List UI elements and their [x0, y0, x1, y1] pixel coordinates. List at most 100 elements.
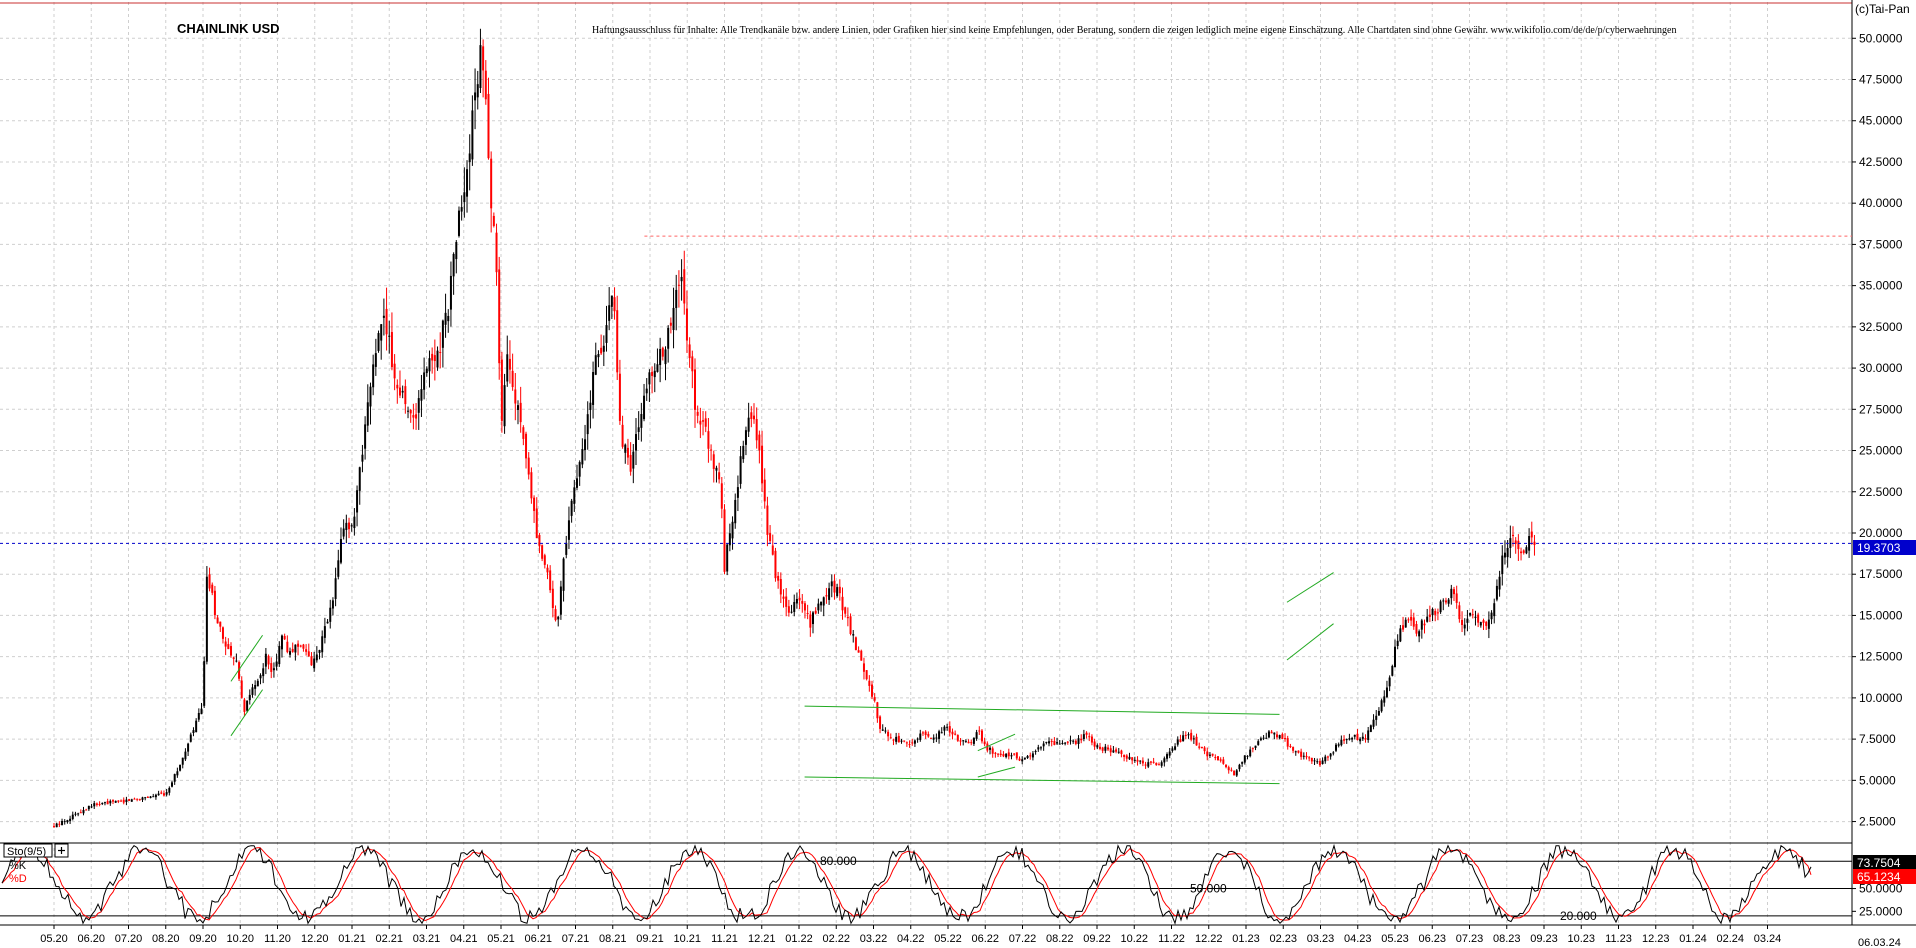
candle [704, 411, 707, 433]
candle [1356, 729, 1359, 741]
candle [380, 324, 383, 360]
x-tick-label: 10.23 [1567, 933, 1595, 945]
candle [1176, 736, 1179, 747]
candle [87, 805, 90, 811]
candle [782, 589, 785, 608]
candle [685, 290, 688, 353]
candle [1115, 747, 1118, 754]
candle [1396, 634, 1399, 650]
candle [584, 424, 587, 461]
y-tick-label: 45.0000 [1859, 114, 1903, 128]
candle [522, 425, 525, 446]
candle [1128, 752, 1131, 760]
y-tick-label: 22.5000 [1859, 485, 1903, 499]
x-tick-label: 02.22 [822, 933, 850, 945]
candle [753, 403, 756, 424]
candle [573, 479, 576, 512]
candle [889, 733, 892, 739]
candle [1080, 734, 1083, 744]
candle [924, 730, 927, 739]
candle [1297, 750, 1300, 754]
candle [1021, 756, 1024, 765]
stochastic-axis-ticks: 25.0000 50.0000 [1852, 882, 1903, 918]
candle [710, 444, 713, 461]
copyright-text: (c)Tai-Pan [1855, 2, 1910, 16]
candle [280, 634, 283, 658]
candle [482, 39, 485, 98]
candle [1394, 639, 1396, 668]
candle [256, 678, 259, 687]
candle [1434, 608, 1437, 622]
candle [1219, 757, 1222, 763]
candle [423, 357, 426, 400]
candle [613, 287, 616, 320]
y-tick-label: 42.5000 [1859, 155, 1903, 169]
candle [1214, 754, 1217, 761]
candle [1439, 599, 1442, 614]
candle [1249, 746, 1252, 758]
candle [1286, 735, 1289, 750]
candle [592, 361, 595, 419]
x-tick-label: 05.20 [40, 933, 68, 945]
candle [962, 740, 965, 746]
candle [181, 757, 184, 769]
candle [55, 822, 58, 828]
candle [396, 379, 399, 404]
candle [114, 800, 117, 803]
candle [567, 506, 570, 550]
candle [162, 790, 165, 797]
candle [1348, 733, 1351, 741]
x-tick-label: 02.21 [375, 933, 403, 945]
candle [594, 342, 597, 376]
candle [683, 250, 686, 315]
x-tick-label: 11.22 [1158, 933, 1185, 945]
x-tick-label: 08.23 [1493, 933, 1521, 945]
candle [125, 796, 128, 806]
candle [1420, 618, 1423, 639]
candle [1195, 733, 1198, 746]
candle [608, 287, 611, 331]
candle [431, 347, 434, 374]
level-80-label: 80.000 [820, 854, 857, 868]
x-tick-label: 10.20 [226, 933, 254, 945]
candle [1042, 741, 1045, 751]
disclaimer-text: Haftungsausschluss für Inhalte: Alle Tre… [592, 25, 1677, 36]
trend-channels [230, 572, 1334, 785]
candle [382, 298, 385, 336]
candle [490, 151, 493, 233]
candle [643, 383, 646, 422]
candle [1112, 746, 1115, 753]
candle [887, 729, 890, 742]
candle [374, 338, 377, 376]
candle [844, 606, 847, 618]
candle [570, 498, 573, 523]
candle [130, 798, 133, 802]
candle [1257, 739, 1260, 746]
candle [959, 738, 962, 746]
candle [634, 418, 637, 466]
candle [53, 823, 55, 828]
stochastic-header: Sto(9/5) %K %D [3, 843, 69, 885]
y-axis-ticks: 2.5000 5.0000 7.5000 10.0000 12.5000 15.0000 1… [1852, 31, 1903, 829]
d-value-badge: 65.1234 [1853, 869, 1916, 884]
candle [916, 737, 919, 743]
candle [160, 790, 163, 795]
candle [1259, 736, 1262, 742]
x-tick-label: 06.20 [77, 933, 105, 945]
x-tick-label: 10.21 [673, 933, 701, 945]
y-tick-label: 17.5000 [1859, 567, 1903, 581]
candle [307, 643, 310, 657]
candle [1211, 753, 1214, 757]
x-tick-label: 06.21 [524, 933, 552, 945]
candle [632, 444, 635, 484]
candle [1254, 745, 1257, 751]
candle [243, 697, 246, 717]
candle [1503, 540, 1506, 565]
candle [339, 527, 342, 565]
candle [1216, 755, 1219, 761]
candle [1415, 620, 1418, 637]
candle [1267, 729, 1270, 739]
level-50-label: 50.000 [1190, 882, 1227, 896]
candle [356, 485, 359, 527]
candle [715, 465, 718, 483]
